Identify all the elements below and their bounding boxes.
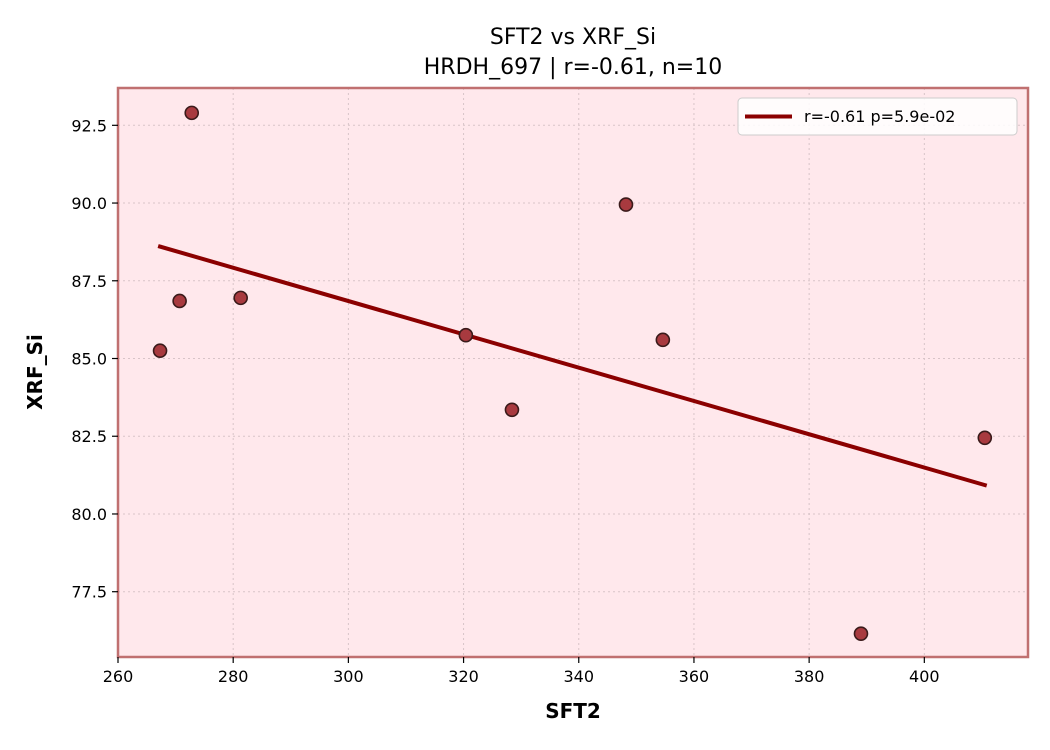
data-point <box>152 343 168 359</box>
legend: r=-0.61 p=5.9e-02 <box>737 97 1018 136</box>
data-point <box>618 197 634 212</box>
x-tick-label: 380 <box>794 667 825 686</box>
x-tick-label: 340 <box>563 667 594 686</box>
x-tick-label: 280 <box>218 667 249 686</box>
data-point <box>853 626 869 641</box>
y-tick-label: 80.0 <box>71 505 107 524</box>
x-tick-label: 260 <box>103 667 134 686</box>
grid <box>117 88 1028 657</box>
data-point <box>233 290 248 306</box>
y-tick-label: 90.0 <box>71 194 107 213</box>
y-axis-label: XRF_Si <box>23 334 47 410</box>
y-axis-ticks: 77.5 80.0 82.5 85.0 87.5 90.0 92.5 <box>71 116 118 602</box>
data-point <box>977 430 993 446</box>
x-axis-label: SFT2 <box>545 699 601 723</box>
y-tick-label: 87.5 <box>71 272 107 291</box>
y-tick-label: 92.5 <box>71 116 107 135</box>
y-tick-label: 85.0 <box>71 350 107 369</box>
data-point <box>504 402 520 418</box>
x-tick-label: 320 <box>448 667 479 686</box>
data-point <box>458 327 474 343</box>
x-tick-label: 300 <box>333 667 364 686</box>
fit-line-layer <box>157 244 988 488</box>
legend-box <box>737 97 1018 136</box>
x-tick-label: 360 <box>679 667 710 686</box>
chart-title: SFT2 vs XRF_Si <box>490 25 656 50</box>
plot-area <box>118 88 1028 657</box>
x-axis-ticks: 260 280 300 320 340 360 380 400 <box>103 657 940 686</box>
chart-subtitle: HRDH_697 | r=-0.61, n=10 <box>424 55 722 80</box>
data-point <box>184 105 200 121</box>
y-tick-label: 82.5 <box>71 427 107 446</box>
regression-line <box>157 244 988 488</box>
points-layer <box>152 105 993 641</box>
legend-label: r=-0.61 p=5.9e-02 <box>804 107 955 126</box>
plot-frame <box>116 86 1030 659</box>
y-tick-label: 77.5 <box>71 583 107 602</box>
data-point <box>655 332 671 348</box>
x-tick-label: 400 <box>909 667 940 686</box>
data-point <box>172 293 187 309</box>
